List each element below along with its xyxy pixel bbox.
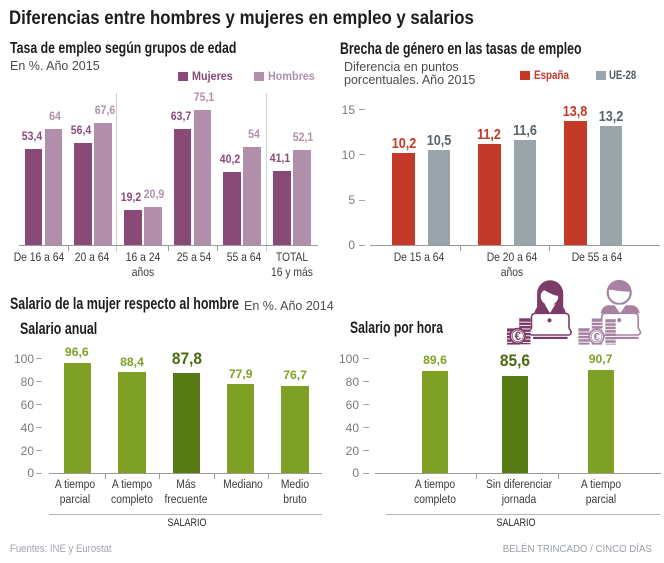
svg-text:€: € [594,332,600,344]
svg-text:€: € [515,331,522,343]
